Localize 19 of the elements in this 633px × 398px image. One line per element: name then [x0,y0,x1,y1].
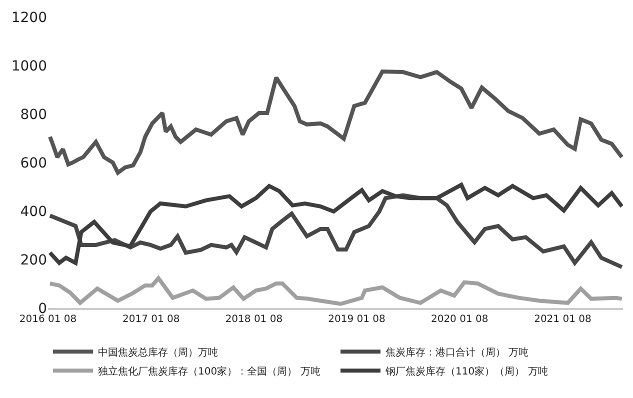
x-tick-label: 2019 01 08 [328,314,386,325]
y-tick-label: 800 [20,106,47,123]
y-tick-label: 600 [20,155,47,172]
y-tick-label: 1200 [11,10,47,26]
y-tick-label: 1000 [11,58,47,74]
x-tick-label: 2016 01 08 [19,314,77,325]
x-tick-label: 2018 01 08 [225,314,283,325]
legend-label: 焦炭库存：港口合计（周） 万吨 [386,346,529,358]
y-tick-label: 400 [20,204,47,220]
x-tick-label: 2021 01 08 [534,314,592,325]
legend-label: 钢厂焦炭库存（110家）（周） 万吨 [384,366,548,378]
legend-label: 中国焦炭总库存（周）万吨 [98,346,218,358]
line-series [48,182,623,265]
line-series [48,276,623,306]
legend-label: 独立焦化厂焦炭库存（100家）：全国（周） 万吨 [98,366,320,378]
x-tick-label: 2020 01 08 [430,314,488,325]
y-tick-label: 200 [20,252,47,268]
x-tick-label: 2017 01 08 [122,314,180,325]
line-series [48,70,623,175]
